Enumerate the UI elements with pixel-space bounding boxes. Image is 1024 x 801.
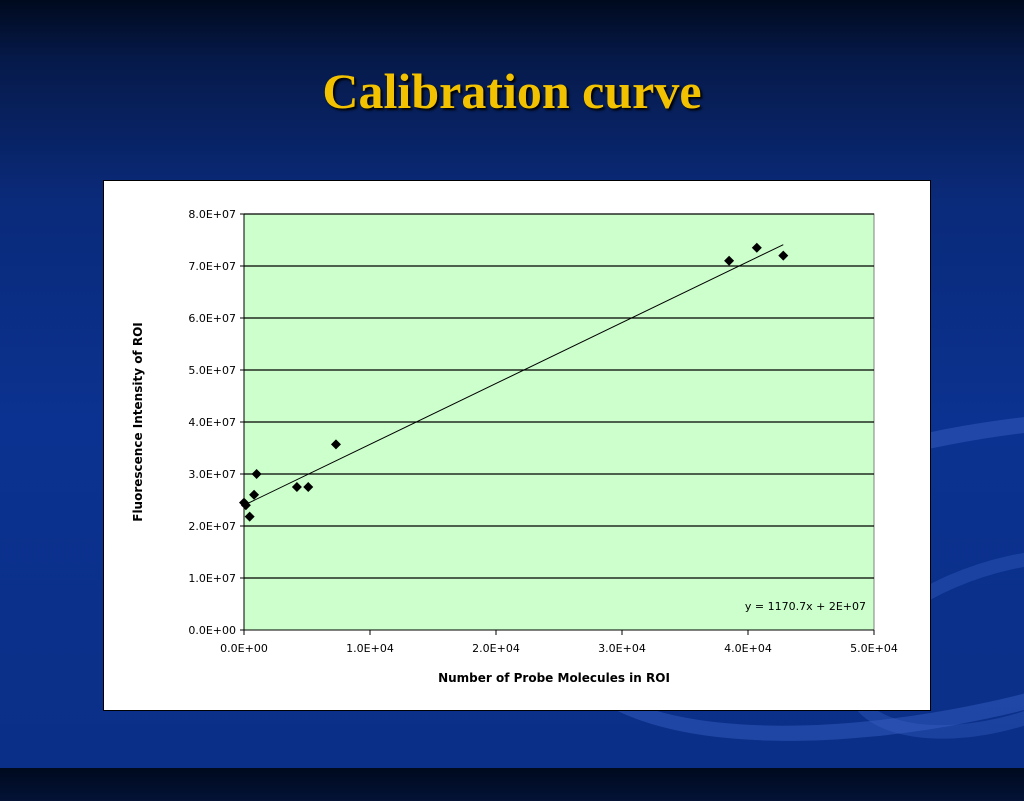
y-tick-label: 5.0E+07 xyxy=(188,364,236,377)
y-tick-label: 8.0E+07 xyxy=(188,208,236,221)
x-tick-label: 0.0E+00 xyxy=(220,642,268,655)
y-axis-title: Fluorescence Intensity of ROI xyxy=(131,322,145,522)
data-point xyxy=(291,482,302,492)
data-point xyxy=(251,469,262,479)
data-point xyxy=(240,500,251,511)
y-tick-label: 1.0E+07 xyxy=(188,572,236,585)
slide-title: Calibration curve xyxy=(322,63,702,119)
y-tick-label: 0.0E+00 xyxy=(188,624,236,637)
calibration-chart: 0.0E+00 1.0E+07 2.0E+07 3.0E+07 4.0E+07 5.0E+… xyxy=(131,208,898,685)
x-axis-title: Number of Probe Molecules in ROI xyxy=(438,671,670,685)
y-tick-label: 3.0E+07 xyxy=(188,468,236,481)
x-tick-label: 5.0E+04 xyxy=(850,642,898,655)
data-point xyxy=(249,489,260,500)
data-point xyxy=(303,482,314,492)
x-tick-label: 2.0E+04 xyxy=(472,642,520,655)
x-tick-label: 3.0E+04 xyxy=(598,642,646,655)
trendline xyxy=(243,244,784,506)
data-point xyxy=(751,242,762,253)
chart-panel: 0.0E+00 1.0E+07 2.0E+07 3.0E+07 4.0E+07 5.0E+… xyxy=(103,180,931,711)
x-tick-label: 1.0E+04 xyxy=(346,642,394,655)
data-point xyxy=(244,511,255,522)
data-point xyxy=(330,439,341,450)
data-point xyxy=(778,250,789,261)
y-tick-label: 4.0E+07 xyxy=(188,416,236,429)
trendline-equation: y = 1170.7x + 2E+07 xyxy=(745,600,866,613)
x-tick-label: 4.0E+04 xyxy=(724,642,772,655)
y-tick-label: 7.0E+07 xyxy=(188,260,236,273)
y-tick-label: 6.0E+07 xyxy=(188,312,236,325)
y-tick-label: 2.0E+07 xyxy=(188,520,236,533)
